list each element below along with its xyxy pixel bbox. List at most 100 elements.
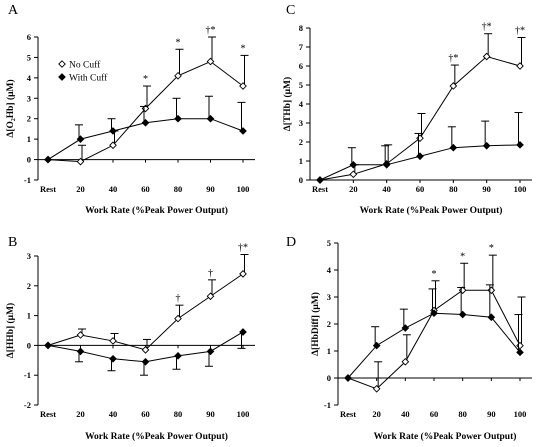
x-tick-label: 60 bbox=[141, 184, 150, 194]
data-point bbox=[516, 62, 524, 70]
data-point bbox=[44, 341, 52, 350]
data-point bbox=[44, 155, 52, 164]
series-with-cuff bbox=[316, 112, 524, 184]
panel-a: A -1 0 1 2 3 4 5 6 Rest 20 40 60 80 90 100 Work Rate (%P… bbox=[5, 3, 255, 216]
panel-letter: B bbox=[8, 235, 17, 250]
x-tick-label: 60 bbox=[416, 184, 425, 194]
data-point bbox=[76, 157, 85, 166]
data-point bbox=[76, 331, 85, 339]
y-axis-label: Δ[THb] (μM) bbox=[282, 77, 293, 131]
x-tick-label: 40 bbox=[401, 409, 410, 419]
series-with-cuff bbox=[44, 95, 247, 164]
series-no-cuff bbox=[316, 33, 526, 184]
data-point bbox=[239, 328, 247, 336]
data-point bbox=[174, 314, 182, 323]
data-point bbox=[344, 374, 352, 382]
data-point bbox=[141, 346, 150, 354]
data-point bbox=[430, 309, 438, 318]
y-tick-label: 3 bbox=[299, 118, 303, 128]
x-tick-label: 40 bbox=[382, 184, 391, 194]
x-tick-label: Rest bbox=[40, 184, 56, 194]
significance-marker: * bbox=[143, 74, 148, 85]
x-tick-label: 100 bbox=[514, 409, 527, 419]
data-point bbox=[449, 143, 458, 152]
panel-d: D -1 0 1 2 3 4 5 Rest 20 40 60 80 90 100 Work Rate (%Pe… bbox=[286, 235, 532, 442]
x-axis-label: Work Rate (%Peak Power Output) bbox=[374, 431, 517, 442]
y-tick-label: 0 bbox=[27, 340, 31, 350]
series-with-cuff bbox=[344, 284, 524, 382]
data-point bbox=[482, 52, 491, 61]
data-point bbox=[482, 141, 491, 150]
significance-marker: * bbox=[432, 269, 437, 280]
y-tick-label: 0 bbox=[299, 175, 303, 185]
data-point bbox=[316, 176, 324, 184]
y-tick-label: 2 bbox=[27, 281, 31, 291]
data-point bbox=[109, 127, 117, 135]
panel-c: C 0 1 2 3 4 5 6 7 8 Rest 20 40 60 80 90 100 Work Rate (%P… bbox=[282, 3, 532, 216]
y-tick-label: 8 bbox=[299, 23, 303, 33]
x-tick-label: 80 bbox=[174, 409, 183, 419]
y-tick-label: -1 bbox=[24, 370, 31, 380]
x-tick-label: 20 bbox=[76, 409, 85, 419]
panel-letter: D bbox=[286, 235, 296, 250]
data-point bbox=[487, 313, 496, 322]
x-axis-label: Work Rate (%Peak Power Output) bbox=[360, 205, 503, 216]
legend-label: No Cuff bbox=[69, 60, 101, 71]
y-tick-label: 2 bbox=[27, 114, 31, 124]
y-tick-label: 1 bbox=[299, 156, 303, 166]
x-tick-label: Rest bbox=[312, 184, 328, 194]
series-line bbox=[47, 273, 244, 351]
series-line bbox=[319, 55, 521, 181]
data-point bbox=[372, 384, 381, 393]
x-tick-label: Rest bbox=[340, 409, 356, 419]
data-point bbox=[174, 114, 182, 123]
data-point bbox=[206, 347, 215, 356]
series-line bbox=[347, 289, 521, 390]
data-point bbox=[487, 286, 496, 295]
data-point bbox=[349, 160, 358, 169]
significance-marker: * bbox=[176, 37, 181, 48]
x-tick-label: 40 bbox=[109, 409, 118, 419]
significance-marker: † bbox=[176, 293, 181, 304]
y-tick-label: -1 bbox=[324, 400, 331, 410]
data-point bbox=[372, 341, 381, 350]
y-tick-label: 5 bbox=[27, 52, 31, 62]
y-tick-label: 4 bbox=[327, 265, 332, 275]
data-point bbox=[449, 82, 458, 90]
significance-marker: †* bbox=[482, 22, 492, 33]
significance-marker: †* bbox=[238, 243, 248, 254]
x-tick-label: 60 bbox=[430, 409, 439, 419]
data-point bbox=[458, 310, 467, 319]
significance-marker: * bbox=[489, 243, 494, 254]
panel-letter: C bbox=[286, 3, 295, 18]
y-tick-label: -2 bbox=[24, 400, 31, 410]
x-tick-label: 20 bbox=[76, 184, 85, 194]
data-point bbox=[401, 324, 410, 332]
y-tick-label: 1 bbox=[27, 311, 31, 321]
data-point bbox=[516, 341, 524, 350]
significance-marker: †* bbox=[515, 26, 525, 37]
series-no-cuff bbox=[44, 36, 249, 166]
y-tick-label: 4 bbox=[299, 99, 304, 109]
x-tick-label: 20 bbox=[372, 409, 381, 419]
data-point bbox=[206, 114, 215, 123]
y-tick-label: 1 bbox=[27, 134, 31, 144]
y-tick-label: 5 bbox=[299, 80, 303, 90]
y-tick-label: 0 bbox=[27, 155, 31, 165]
y-tick-label: 2 bbox=[299, 137, 303, 147]
y-tick-label: 6 bbox=[27, 32, 31, 42]
data-point bbox=[76, 347, 85, 356]
data-point bbox=[349, 170, 358, 179]
x-tick-label: 60 bbox=[141, 409, 150, 419]
x-tick-label: 90 bbox=[482, 184, 491, 194]
y-axis-label: Δ[HHb] (μM) bbox=[5, 303, 16, 358]
y-tick-label: 6 bbox=[299, 61, 303, 71]
y-tick-label: 1 bbox=[327, 346, 331, 356]
data-point bbox=[206, 292, 215, 301]
x-tick-label: 90 bbox=[206, 184, 215, 194]
y-tick-label: 7 bbox=[299, 42, 304, 52]
data-point bbox=[382, 160, 391, 169]
x-axis-label: Work Rate (%Peak Power Output) bbox=[85, 431, 228, 442]
y-tick-label: 3 bbox=[27, 93, 31, 103]
